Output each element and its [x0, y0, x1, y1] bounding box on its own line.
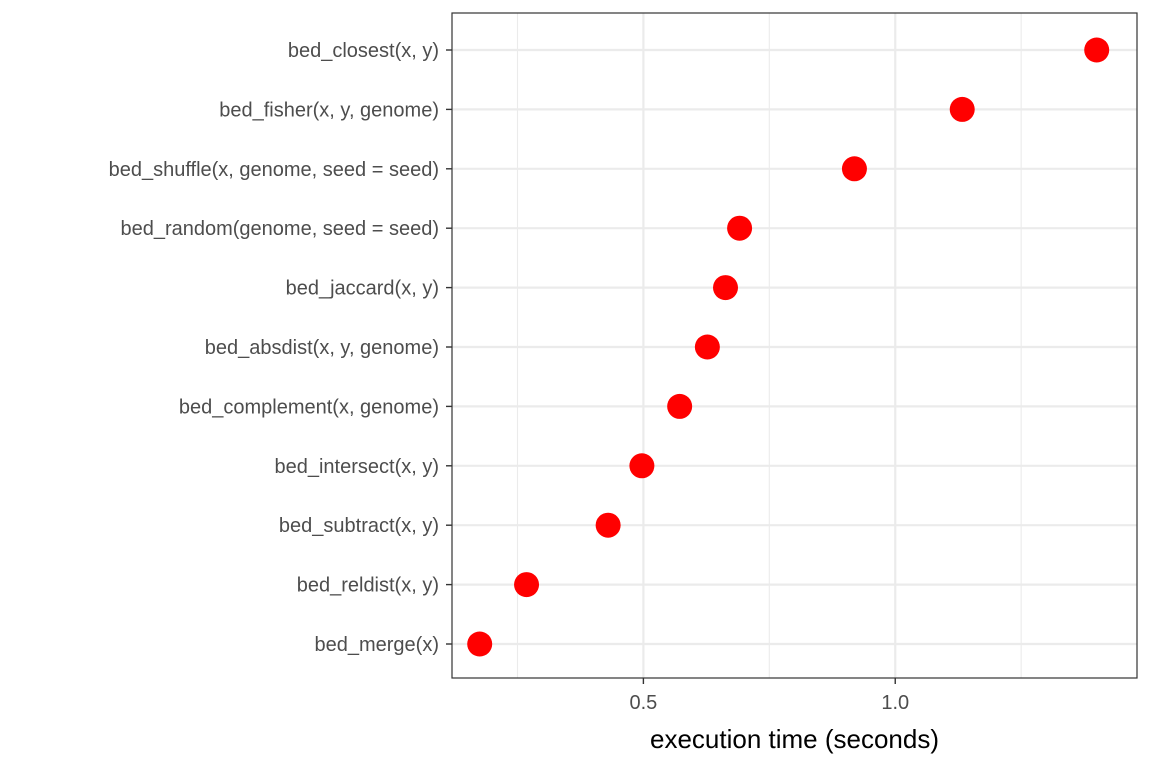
x-tick-label-0: 0.5 [629, 692, 657, 714]
y-tick-label-4: bed_complement(x, genome) [179, 396, 439, 418]
data-point-10 [1084, 37, 1110, 63]
y-tick-label-5: bed_absdist(x, y, genome) [205, 337, 439, 359]
major-gridlines [452, 13, 1137, 678]
y-tick-label-0: bed_merge(x) [314, 634, 439, 656]
minor-gridlines [516, 13, 1022, 678]
y-tick-label-7: bed_random(genome, seed = seed) [120, 218, 439, 240]
y-tick-label-2: bed_subtract(x, y) [279, 515, 439, 537]
data-point-8 [841, 156, 867, 182]
y-tick-label-8: bed_shuffle(x, genome, seed = seed) [109, 159, 439, 181]
data-point-6 [712, 275, 738, 301]
y-axis: bed_merge(x) bed_reldist(x, y) bed_subtrac… [109, 40, 452, 656]
y-tick-label-1: bed_reldist(x, y) [297, 575, 439, 597]
data-point-9 [949, 96, 975, 122]
y-tick-label-10: bed_closest(x, y) [288, 40, 439, 62]
data-points [467, 37, 1110, 657]
x-tick-label-1: 1.0 [881, 692, 909, 714]
data-point-2 [595, 512, 621, 538]
data-point-0 [467, 631, 493, 657]
x-axis: 0.5 1.0 [629, 678, 909, 714]
x-axis-title: execution time (seconds) [650, 724, 939, 754]
y-tick-label-3: bed_intersect(x, y) [274, 456, 439, 478]
y-tick-label-9: bed_fisher(x, y, genome) [219, 99, 439, 121]
data-point-4 [667, 393, 693, 419]
data-point-5 [694, 334, 720, 360]
data-point-1 [514, 572, 540, 598]
panel-border [451, 12, 1138, 679]
y-tick-label-6: bed_jaccard(x, y) [286, 278, 439, 300]
data-point-3 [629, 453, 655, 479]
data-point-7 [727, 215, 753, 241]
